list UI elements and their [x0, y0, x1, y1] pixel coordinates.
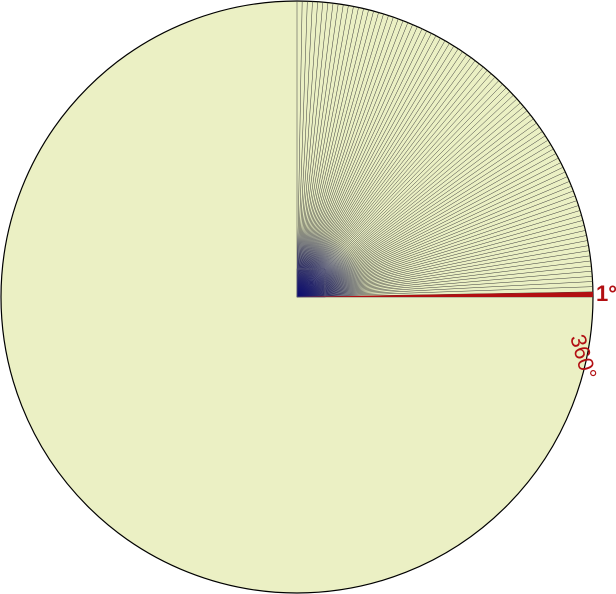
center-shading: [297, 227, 367, 297]
one-degree-label: 1°: [596, 281, 616, 306]
one-degree-wedge: [297, 291, 593, 297]
